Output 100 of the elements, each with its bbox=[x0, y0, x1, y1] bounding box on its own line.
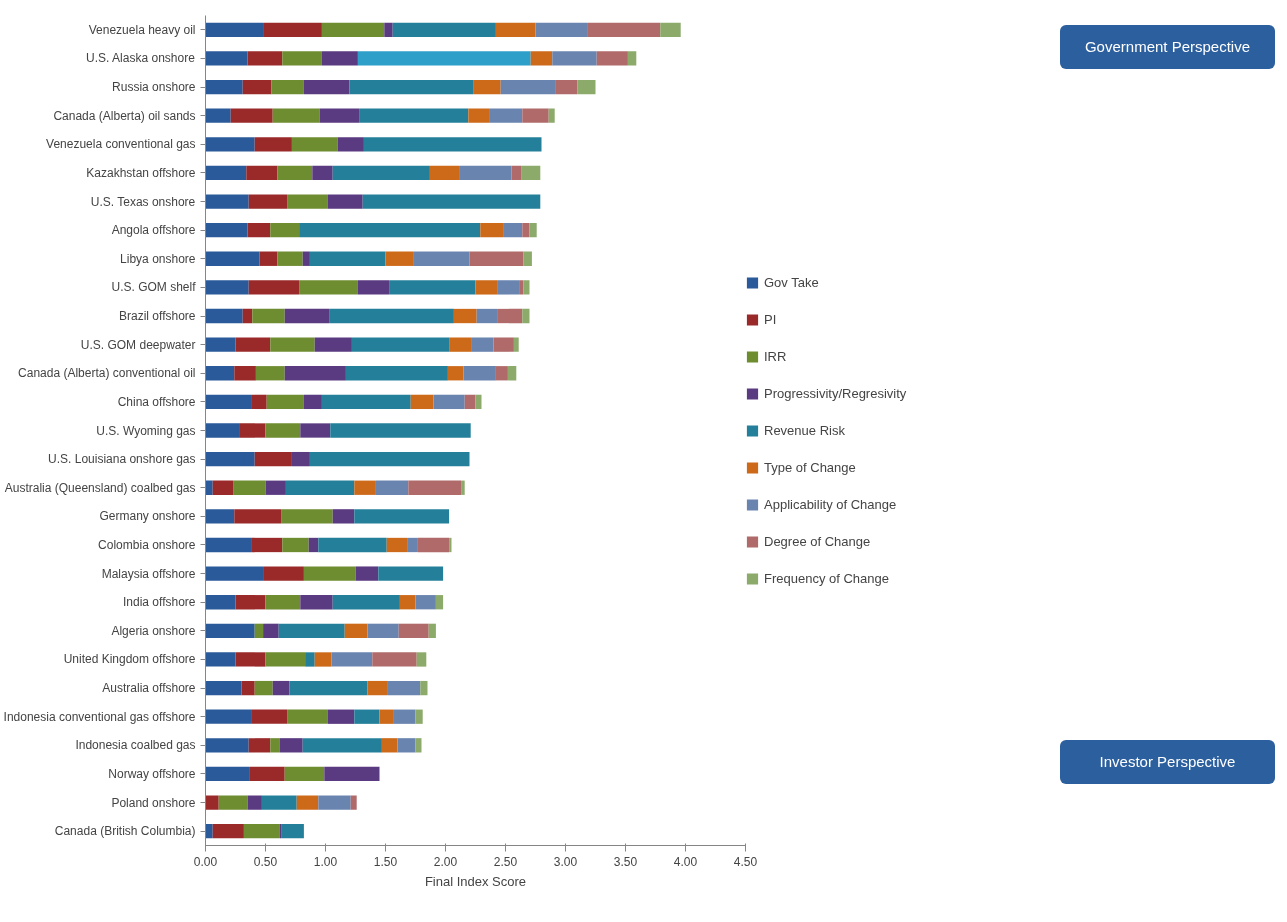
bar bbox=[314, 337, 352, 352]
legend-label: Progressivity/Regresivity bbox=[764, 385, 907, 401]
bar bbox=[302, 251, 310, 266]
y-tick-label: Algeria onshore bbox=[111, 623, 196, 638]
legend-label: Type of Change bbox=[764, 459, 856, 475]
bar bbox=[205, 337, 236, 352]
bar bbox=[247, 51, 283, 66]
bar bbox=[239, 423, 266, 438]
bar bbox=[321, 22, 385, 37]
bar bbox=[660, 22, 681, 37]
bar bbox=[254, 623, 264, 638]
bar bbox=[397, 738, 416, 753]
bar bbox=[281, 509, 333, 524]
bar bbox=[354, 509, 450, 524]
bar bbox=[459, 165, 512, 181]
bar bbox=[415, 595, 436, 610]
bar bbox=[429, 165, 460, 181]
bar bbox=[248, 280, 300, 295]
bar bbox=[300, 595, 333, 610]
bar bbox=[523, 251, 532, 266]
x-tick-label: 0.00 bbox=[193, 854, 218, 869]
bar bbox=[332, 165, 430, 181]
bar bbox=[309, 451, 470, 467]
bar bbox=[350, 795, 357, 810]
y-tick-label: Angola offshore bbox=[111, 223, 196, 238]
bar bbox=[205, 137, 255, 152]
text: Investor Perspective bbox=[1099, 752, 1236, 773]
bar bbox=[218, 795, 248, 810]
y-tick-label: Brazil offshore bbox=[119, 309, 196, 324]
bar bbox=[299, 280, 358, 295]
bar bbox=[235, 595, 266, 610]
bar bbox=[212, 480, 234, 495]
bar bbox=[497, 308, 523, 324]
bar bbox=[587, 22, 661, 37]
bar bbox=[375, 480, 409, 495]
y-tick-label: U.S. Wyoming gas bbox=[96, 423, 196, 438]
bar bbox=[379, 709, 394, 724]
bar bbox=[398, 623, 429, 638]
bar bbox=[407, 537, 418, 553]
bar bbox=[205, 79, 243, 95]
bar bbox=[387, 680, 421, 696]
bar bbox=[473, 79, 501, 95]
bar bbox=[246, 165, 278, 181]
bar bbox=[205, 451, 255, 467]
bar bbox=[255, 366, 285, 381]
bar bbox=[321, 394, 411, 410]
bar bbox=[266, 394, 304, 410]
y-tick-label: Russia onshore bbox=[112, 80, 196, 95]
bar bbox=[420, 680, 428, 696]
bar bbox=[205, 165, 247, 181]
y-tick-label: Australia offshore bbox=[102, 681, 196, 696]
bar bbox=[243, 824, 280, 839]
bar bbox=[284, 766, 325, 782]
y-tick-label: U.S. Alaska onshore bbox=[86, 51, 196, 66]
bar bbox=[535, 22, 588, 37]
bar bbox=[548, 108, 555, 123]
y-tick-label: U.S. Texas onshore bbox=[90, 194, 196, 209]
y-tick-label: U.S. GOM deepwater bbox=[80, 337, 196, 352]
bar bbox=[205, 680, 242, 696]
bar bbox=[415, 738, 422, 753]
bar bbox=[480, 223, 504, 238]
bar bbox=[251, 537, 283, 553]
bar bbox=[530, 51, 553, 66]
bar bbox=[265, 423, 301, 438]
bar bbox=[392, 22, 496, 37]
y-tick-label: Colombia onshore bbox=[98, 537, 196, 552]
x-axis-title: Final Index Score bbox=[424, 873, 527, 889]
y-tick-label: Poland onshore bbox=[111, 795, 196, 810]
bar bbox=[270, 223, 300, 238]
y-tick-label: Indonesia conventional gas offshore bbox=[3, 709, 196, 724]
bar bbox=[344, 623, 368, 638]
bar bbox=[363, 137, 542, 152]
bar bbox=[270, 738, 280, 753]
bar bbox=[367, 623, 399, 638]
bar bbox=[337, 137, 364, 152]
bar bbox=[321, 51, 358, 66]
bar bbox=[249, 766, 285, 782]
bar bbox=[417, 537, 450, 553]
y-tick-label: U.S. Louisiana onshore gas bbox=[48, 452, 196, 467]
x-tick-label: 4.50 bbox=[733, 854, 758, 869]
bar bbox=[489, 108, 523, 123]
y-tick-label: Germany onshore bbox=[99, 509, 196, 524]
bar bbox=[205, 824, 213, 839]
bar bbox=[205, 194, 249, 209]
y-tick-label: Australia (Queensland) coalbed gas bbox=[4, 480, 196, 495]
bar bbox=[519, 280, 524, 295]
bar bbox=[270, 337, 315, 352]
bar bbox=[205, 366, 235, 381]
bar bbox=[254, 680, 273, 696]
bar bbox=[309, 251, 386, 266]
bar bbox=[281, 824, 304, 839]
bar bbox=[277, 165, 313, 181]
x-tick-label: 4.00 bbox=[673, 854, 698, 869]
bar bbox=[235, 337, 271, 352]
bar bbox=[503, 223, 523, 238]
bar bbox=[205, 280, 249, 295]
bar bbox=[302, 738, 382, 753]
bar bbox=[230, 108, 273, 123]
bar bbox=[468, 108, 490, 123]
bar bbox=[522, 308, 530, 324]
